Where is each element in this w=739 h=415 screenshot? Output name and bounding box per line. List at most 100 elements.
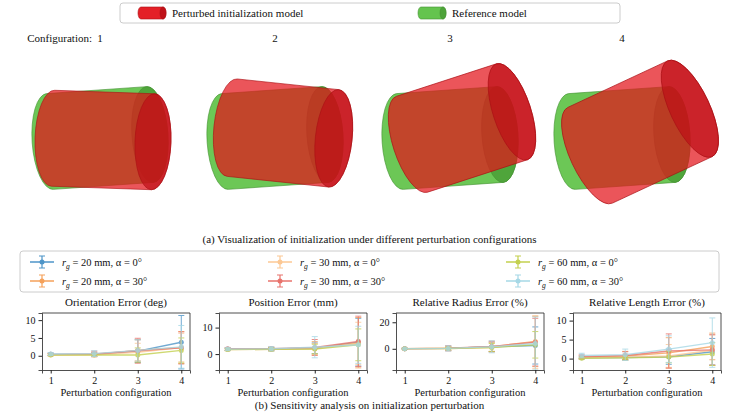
series <box>402 332 539 359</box>
legend-item: rg = 60 mm, α = 30° <box>506 275 623 290</box>
panel: 12340510Orientation Error (deg)Perturbat… <box>26 296 191 398</box>
axis-line <box>216 314 220 371</box>
legend-item: rg = 30 mm, α = 0° <box>268 256 380 271</box>
tick: 0 <box>385 343 397 354</box>
tick: 4 <box>179 370 184 386</box>
tick-mark <box>315 370 316 374</box>
tick: 0 <box>562 353 574 364</box>
tick: 4 <box>533 370 538 386</box>
marker <box>269 346 274 351</box>
cylinder-face <box>650 53 731 165</box>
series-line <box>51 348 182 355</box>
x-axis: 1234 <box>574 370 722 386</box>
tick-mark <box>138 370 139 374</box>
series <box>225 329 362 361</box>
configuration-number: 1 <box>97 32 103 44</box>
marker <box>402 346 407 351</box>
tick-mark <box>393 322 397 323</box>
marker <box>269 347 274 352</box>
configuration-view <box>29 85 173 190</box>
legend-label: rg = 20 mm, α = 30° <box>62 276 147 290</box>
marker <box>446 346 451 351</box>
legend-box <box>120 3 620 23</box>
configuration-view <box>379 58 546 198</box>
tick-label: 1 <box>403 375 408 386</box>
series <box>402 316 539 369</box>
legend-label: Reference model <box>452 7 527 19</box>
marker <box>489 344 494 349</box>
tick-mark <box>625 370 626 374</box>
tick-mark <box>358 370 359 374</box>
x-axis-title: Perturbation configuration <box>591 387 703 398</box>
series <box>579 318 716 367</box>
legend-icon <box>418 7 446 19</box>
marker <box>446 346 451 351</box>
legend-label: rg = 30 mm, α = 0° <box>300 257 380 271</box>
tick-mark <box>216 328 220 329</box>
cylinder-face <box>133 93 172 190</box>
tick-label: 10 <box>203 322 213 333</box>
frame <box>367 313 368 370</box>
legend-swatch <box>40 260 45 265</box>
cylinder-face <box>160 7 166 19</box>
series-line <box>405 342 536 349</box>
series <box>48 315 185 368</box>
series-line <box>51 347 182 354</box>
tick: 2 <box>92 370 97 386</box>
error-bar <box>268 347 274 351</box>
tick-mark <box>393 349 397 350</box>
perturbed-model <box>379 58 546 198</box>
tick-label: 2 <box>92 375 97 386</box>
tick-label: 0 <box>31 350 36 361</box>
error-bar <box>489 341 495 353</box>
tick: 1 <box>226 370 231 386</box>
tick-label: 4 <box>533 375 538 386</box>
tick-label: 2 <box>269 375 274 386</box>
tick-mark <box>570 359 574 360</box>
tick: 0 <box>208 349 220 360</box>
tick: 2 <box>446 370 451 386</box>
series <box>402 317 539 370</box>
tick: 5 <box>31 333 43 344</box>
legend-swatch <box>277 275 283 287</box>
tick: 4 <box>356 370 361 386</box>
y-axis: 0510 <box>26 314 43 371</box>
marker <box>402 346 407 351</box>
cylinder-face <box>440 7 446 19</box>
legend-swatch <box>516 260 521 265</box>
marker <box>579 353 584 358</box>
tick: 2 <box>269 370 274 386</box>
axis-line <box>39 314 43 371</box>
marker <box>269 347 274 352</box>
tick-mark <box>448 370 449 374</box>
x-axis: 1234 <box>220 370 368 386</box>
cylinder-body <box>550 53 730 212</box>
legend-item: rg = 60 mm, α = 0° <box>506 256 618 271</box>
marker <box>312 345 317 350</box>
x-axis-title: Perturbation configuration <box>60 387 172 398</box>
panel-title: Relative Radius Error (%) <box>412 296 527 309</box>
error-bar <box>622 349 628 360</box>
tick-mark <box>712 370 713 374</box>
axis-line <box>397 371 545 374</box>
plot-area <box>402 316 539 370</box>
tick-label: 20 <box>380 317 390 328</box>
tick-mark <box>271 370 272 374</box>
tick-label: 3 <box>490 375 495 386</box>
legend-b: rg = 20 mm, α = 0°rg = 20 mm, α = 30°rg … <box>20 251 719 292</box>
marker <box>402 346 407 351</box>
error-bar <box>445 346 451 350</box>
marker <box>48 351 53 356</box>
series-line <box>228 345 359 349</box>
axis-line <box>220 371 368 374</box>
tick-mark <box>39 320 43 321</box>
error-bar <box>91 351 97 357</box>
legend-a: Perturbed initialization modelReference … <box>120 3 620 23</box>
legend-swatch <box>278 279 283 284</box>
error-bar <box>532 317 538 370</box>
error-bar <box>445 346 451 351</box>
tick-label: 10 <box>557 315 567 326</box>
error-bar <box>355 322 361 364</box>
plot-area <box>48 315 185 368</box>
cylinder-face <box>478 58 545 166</box>
